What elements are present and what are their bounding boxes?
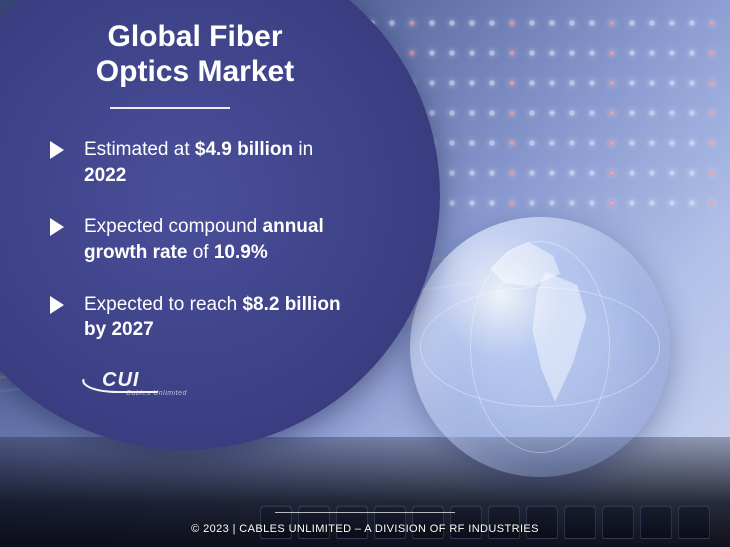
chevron-right-icon: [50, 296, 64, 314]
bullet-item: Estimated at $4.9 billion in 2022: [50, 137, 350, 188]
bullet-text-strong: 2022: [84, 165, 126, 186]
logo: CUI Cables Unlimited: [80, 369, 380, 397]
bullet-text-strong: $4.9 billion: [195, 139, 293, 160]
footer-copyright: © 2023 | CABLES UNLIMITED – A DIVISION O…: [0, 523, 730, 535]
bullet-text-mid: of: [187, 242, 213, 263]
bullet-item: Expected compound annual growth rate of …: [50, 214, 350, 265]
title-line-1: Global Fiber: [107, 20, 282, 53]
globe-decor: [410, 217, 670, 477]
footer-divider: [275, 512, 455, 513]
bullet-text-strong: 10.9%: [214, 242, 268, 263]
title: Global Fiber Optics Market: [10, 20, 380, 89]
bullet-list: Estimated at $4.9 billion in 2022 Expect…: [50, 137, 380, 343]
bullet-text-pre: Expected to reach: [84, 294, 242, 315]
headline-circle: Global Fiber Optics Market Estimated at …: [0, 0, 440, 450]
bullet-text-mid: in: [293, 139, 313, 160]
chevron-right-icon: [50, 218, 64, 236]
title-divider: [110, 107, 230, 109]
chevron-right-icon: [50, 141, 64, 159]
bullet-text-pre: Estimated at: [84, 139, 195, 160]
infographic-stage: Global Fiber Optics Market Estimated at …: [0, 0, 730, 547]
bullet-item: Expected to reach $8.2 billion by 2027: [50, 292, 350, 343]
title-line-2: Optics Market: [96, 55, 294, 88]
logo-subtext: Cables Unlimited: [126, 390, 187, 397]
bullet-text-pre: Expected compound: [84, 216, 263, 237]
